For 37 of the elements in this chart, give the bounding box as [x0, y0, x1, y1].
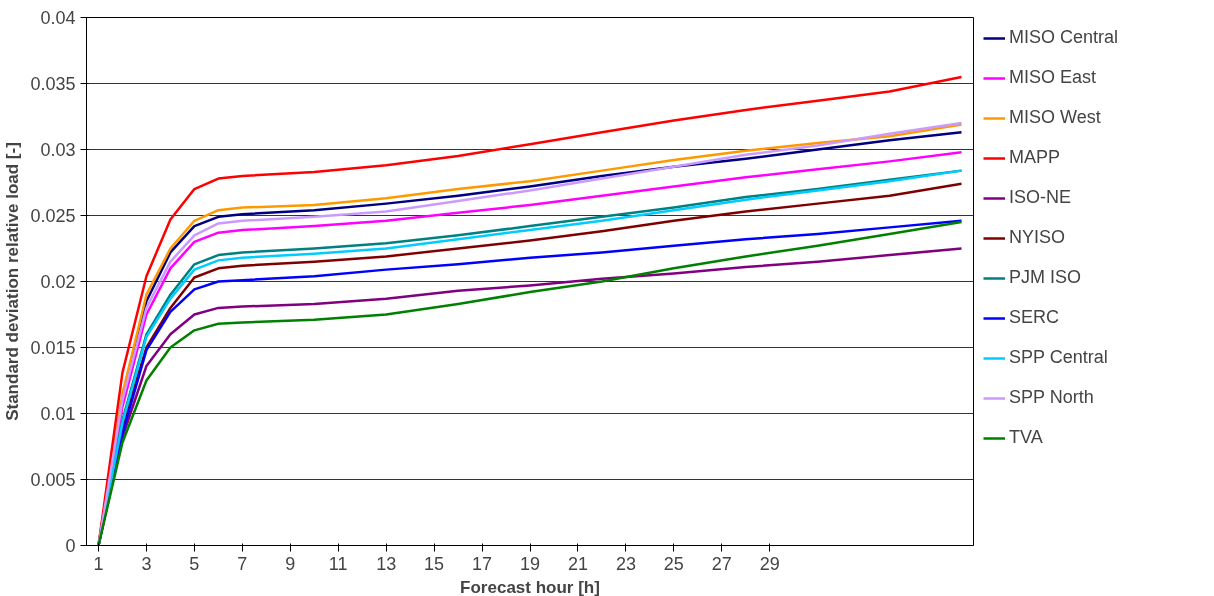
x-tick-label: 25	[663, 553, 684, 574]
legend-label: MISO Central	[1009, 27, 1119, 48]
x-tick-label: 19	[519, 553, 541, 574]
y-tick-label: 0.04	[40, 8, 76, 28]
legend-label: NYISO	[1009, 227, 1066, 248]
x-tick-label: 9	[285, 553, 296, 574]
x-tick-label: 13	[376, 553, 397, 574]
legend-label: MAPP	[1009, 147, 1061, 168]
x-tick-label: 1	[93, 553, 104, 574]
x-tick-label: 29	[759, 553, 780, 574]
x-tick-label: 27	[711, 553, 732, 574]
x-tick-label: 17	[472, 553, 493, 574]
y-axis-title: Standard deviation relative load [-]	[3, 142, 23, 421]
x-tick-label: 5	[189, 553, 200, 574]
y-tick-label: 0.02	[40, 272, 76, 292]
y-tick-label: 0.015	[30, 338, 76, 358]
x-tick-label: 7	[237, 553, 248, 574]
legend-label: SPP North	[1009, 387, 1094, 408]
x-tick-label: 3	[141, 553, 152, 574]
y-tick-label: 0.01	[40, 404, 76, 424]
x-tick-label: 21	[567, 553, 588, 574]
legend-label: SPP Central	[1009, 347, 1108, 368]
legend-label: ISO-NE	[1009, 187, 1072, 208]
legend-label: MISO West	[1009, 107, 1101, 128]
y-tick-label: 0	[65, 536, 76, 556]
x-axis-title: Forecast hour [h]	[460, 577, 600, 596]
legend-label: MISO East	[1009, 67, 1097, 88]
y-tick-label: 0.03	[40, 140, 76, 160]
y-tick-label: 0.035	[30, 74, 76, 94]
y-tick-label: 0.005	[30, 470, 76, 490]
legend-label: SERC	[1009, 307, 1060, 328]
legend-label: TVA	[1009, 427, 1043, 448]
legend-label: PJM ISO	[1009, 267, 1082, 288]
x-tick-label: 23	[615, 553, 636, 574]
x-tick-label: 15	[424, 553, 445, 574]
y-tick-label: 0.025	[30, 206, 76, 226]
x-tick-label: 11	[328, 553, 348, 574]
